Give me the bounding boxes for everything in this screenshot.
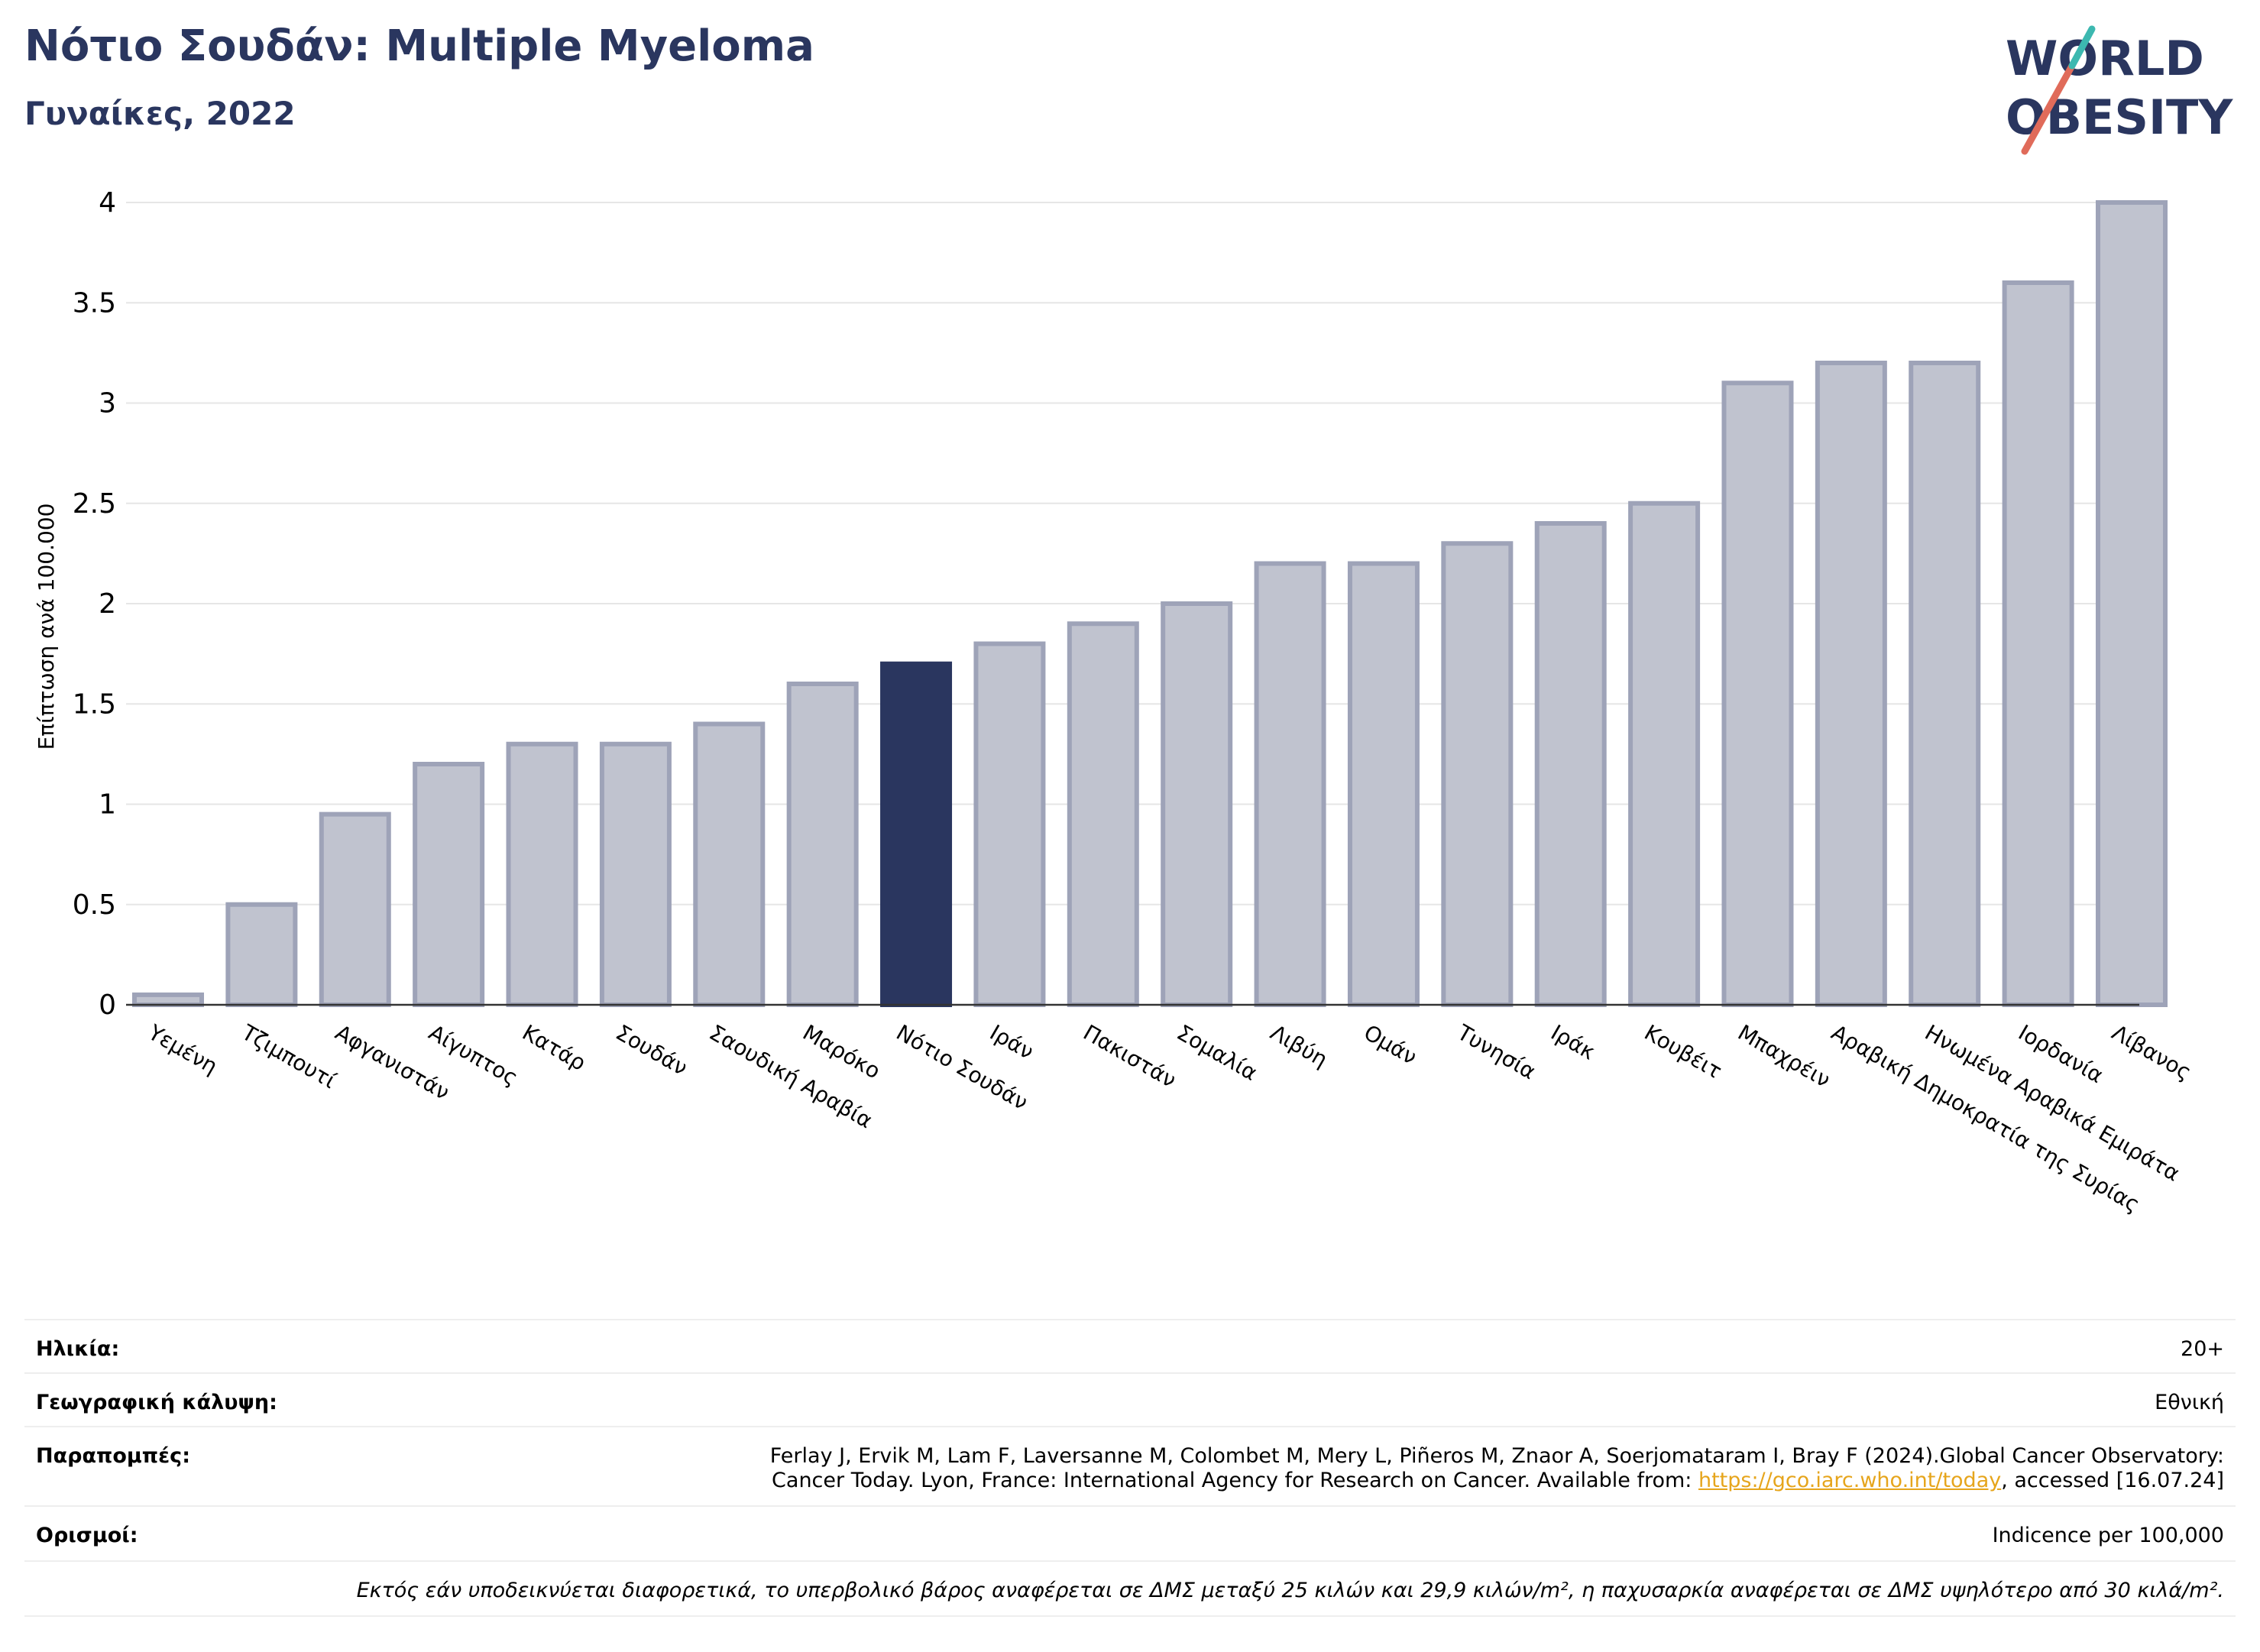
y-tick-label: 3.5 <box>73 287 116 319</box>
references-line-1: Ferlay J, Ervik M, Lam F, Laversanne M, … <box>769 1444 2224 1468</box>
info-row-references: Παραπομπές: Ferlay J, Ervik M, Lam F, La… <box>24 1426 2236 1507</box>
y-tick-label: 1.5 <box>73 688 116 720</box>
chart-subtitle: Γυναίκες, 2022 <box>24 95 296 132</box>
age-label: Ηλικία: <box>36 1337 120 1361</box>
x-tick-label: Σομαλία <box>1173 1019 1262 1085</box>
x-tick-label: Μπαχρέιν <box>1734 1019 1834 1092</box>
y-tick-label: 3 <box>99 388 116 419</box>
y-tick-label: 2.5 <box>73 488 116 520</box>
bar <box>1534 521 1607 1007</box>
info-bottom-border <box>24 1615 2236 1617</box>
bar <box>599 741 672 1007</box>
references-value: Ferlay J, Ervik M, Lam F, Laversanne M, … <box>770 1444 2224 1493</box>
references-line-2-post: , accessed [16.07.24] <box>2001 1469 2224 1492</box>
bar <box>693 721 766 1007</box>
bar <box>1347 561 1420 1007</box>
bar <box>1721 381 1794 1007</box>
info-row-age: Ηλικία: 20+ <box>24 1319 2236 1374</box>
gco-link[interactable]: https://gco.iarc.who.int/today <box>1698 1469 2002 1492</box>
bar-chart: 0 0.5 1 1.5 2 2.5 3 3.5 4 Υεμένη ΤζιμπουτίΑφγανισ… <box>34 187 2196 1217</box>
bar <box>225 902 298 1007</box>
world-obesity-logo: WORLD OBESITY <box>2006 25 2233 155</box>
footnote: Εκτός εάν υποδεικνύεται διαφορετικά, το … <box>356 1579 2224 1602</box>
bar <box>132 992 204 1007</box>
bar <box>1909 361 1981 1007</box>
y-axis-label: Επίπτωση ανά 100.000 <box>34 504 59 750</box>
bar <box>786 682 859 1007</box>
info-row-coverage: Γεωγραφική κάλυψη: Εθνική <box>24 1372 2236 1427</box>
svg-text:WORLD: WORLD <box>2006 31 2204 86</box>
y-axis-ticks: 0 0.5 1 1.5 2 2.5 3 3.5 4 <box>73 187 116 1021</box>
x-tick-label: Ομάν <box>1359 1019 1421 1070</box>
bar <box>1161 601 1233 1007</box>
x-tick-label: Λιβύη <box>1266 1019 1332 1072</box>
bar <box>1254 561 1326 1007</box>
bar <box>1628 500 1701 1007</box>
x-tick-label: Τζιμπουτί <box>237 1019 341 1093</box>
coverage-value: Εθνική <box>2155 1391 2224 1414</box>
y-tick-label: 1 <box>99 789 116 821</box>
x-tick-label: Ιράν <box>986 1019 1038 1064</box>
bar <box>2096 200 2168 1007</box>
references-label: Παραπομπές: <box>36 1444 190 1468</box>
y-tick-label: 2 <box>99 588 116 620</box>
y-tick-label: 0 <box>99 990 116 1021</box>
bar <box>506 741 578 1007</box>
bar <box>2002 280 2074 1007</box>
x-tick-label: Κουβέιτ <box>1640 1019 1727 1084</box>
age-value: 20+ <box>2181 1337 2224 1361</box>
definitions-label: Ορισμοί: <box>36 1524 138 1547</box>
bar-highlighted <box>880 661 953 1007</box>
bars <box>132 200 2168 1007</box>
y-tick-label: 0.5 <box>73 889 116 921</box>
definitions-value: Indicence per 100,000 <box>1992 1524 2224 1547</box>
bar <box>1815 361 1887 1007</box>
x-tick-label: Σουδάν <box>611 1019 691 1080</box>
bar <box>973 641 1046 1007</box>
references-line-2-pre: Cancer Today. Lyon, France: Internationa… <box>772 1469 1698 1492</box>
bar <box>319 811 391 1007</box>
y-tick-label: 4 <box>99 187 116 219</box>
info-row-definitions: Ορισμοί: Indicence per 100,000 <box>24 1505 2236 1562</box>
x-tick-label: Σαουδική Αραβία <box>705 1019 877 1133</box>
x-tick-label: Υεμένη <box>144 1019 222 1079</box>
bar <box>1441 541 1514 1007</box>
x-tick-label: Ιράκ <box>1546 1019 1599 1064</box>
bar <box>1067 621 1139 1007</box>
x-tick-label: Κατάρ <box>518 1019 590 1076</box>
chart-title: Νότιο Σουδάν: Multiple Myeloma <box>24 21 814 71</box>
x-tick-label: Πακιστάν <box>1079 1019 1180 1093</box>
x-tick-label: Λίβανος <box>2108 1019 2196 1085</box>
info-row-footnote: Εκτός εάν υποδεικνύεται διαφορετικά, το … <box>24 1560 2236 1617</box>
x-tick-label: Τυνησία <box>1452 1019 1540 1084</box>
coverage-label: Γεωγραφική κάλυψη: <box>36 1391 277 1414</box>
bar <box>413 762 485 1007</box>
